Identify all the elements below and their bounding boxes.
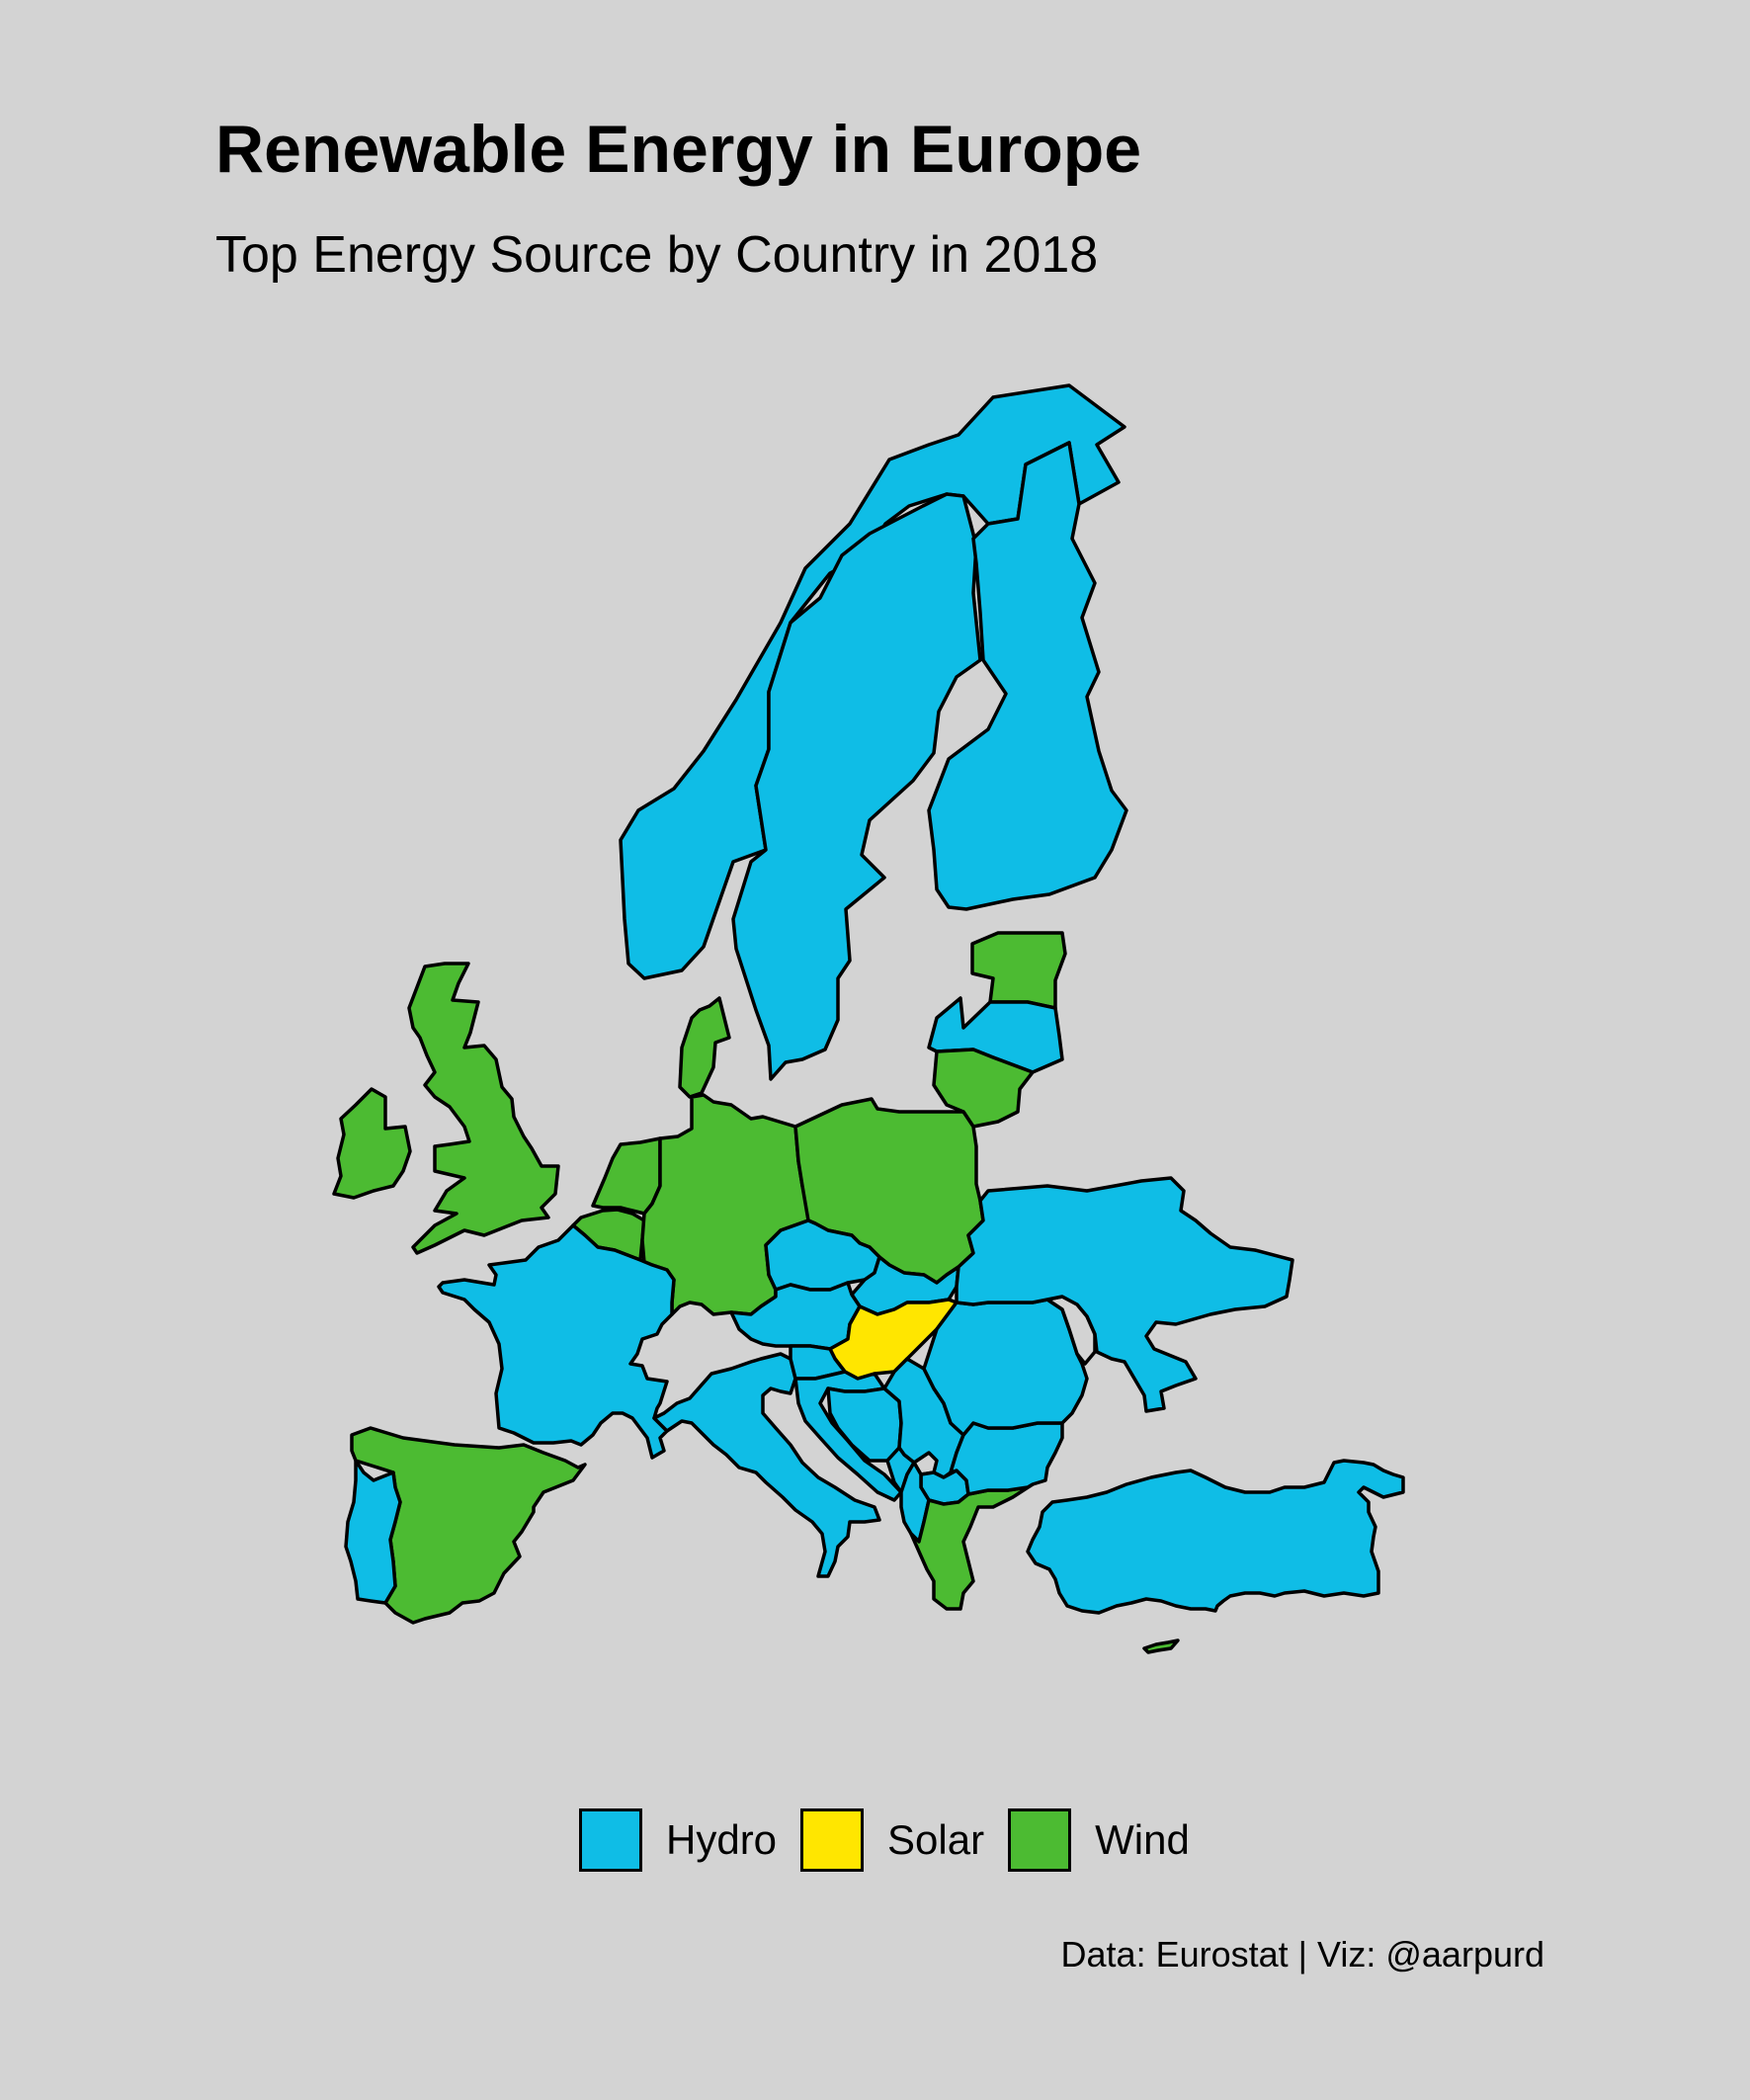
- country-turkey: [1026, 1459, 1405, 1615]
- country-united-kingdom: [407, 962, 560, 1255]
- country-romania: [922, 1298, 1089, 1437]
- country-bulgaria: [949, 1421, 1064, 1496]
- legend-label-solar: Solar: [887, 1816, 985, 1863]
- country-portugal: [344, 1459, 402, 1605]
- legend-label-wind: Wind: [1095, 1816, 1190, 1863]
- chart-subtitle: Top Energy Source by Country in 2018: [215, 226, 1099, 284]
- country-ukraine: [955, 1176, 1294, 1413]
- country-ireland: [332, 1087, 412, 1200]
- country-netherlands: [591, 1136, 662, 1216]
- legend-item-wind: Wind: [1008, 1808, 1190, 1872]
- legend-item-solar: Solar: [800, 1808, 984, 1872]
- country-greece: [909, 1482, 1035, 1611]
- country-france: [437, 1223, 676, 1460]
- legend-swatch-hydro: [579, 1808, 642, 1872]
- data-source-caption: Data: Eurostat | Viz: @aarpurd: [1060, 1934, 1544, 1974]
- legend: Hydro Solar Wind: [579, 1808, 1213, 1872]
- country-cyprus: [1142, 1638, 1180, 1654]
- legend-swatch-solar: [800, 1808, 865, 1872]
- country-finland: [927, 441, 1128, 911]
- country-denmark: [678, 996, 731, 1099]
- legend-swatch-wind: [1008, 1808, 1072, 1872]
- country-sweden: [731, 492, 982, 1081]
- country-lithuania: [932, 1048, 1035, 1129]
- legend-item-hydro: Hydro: [579, 1808, 777, 1872]
- country-italy: [652, 1352, 881, 1578]
- legend-label-hydro: Hydro: [666, 1816, 778, 1863]
- country-croatia: [793, 1370, 903, 1502]
- chart-title: Renewable Energy in Europe: [215, 112, 1142, 187]
- country-estonia: [970, 931, 1067, 1010]
